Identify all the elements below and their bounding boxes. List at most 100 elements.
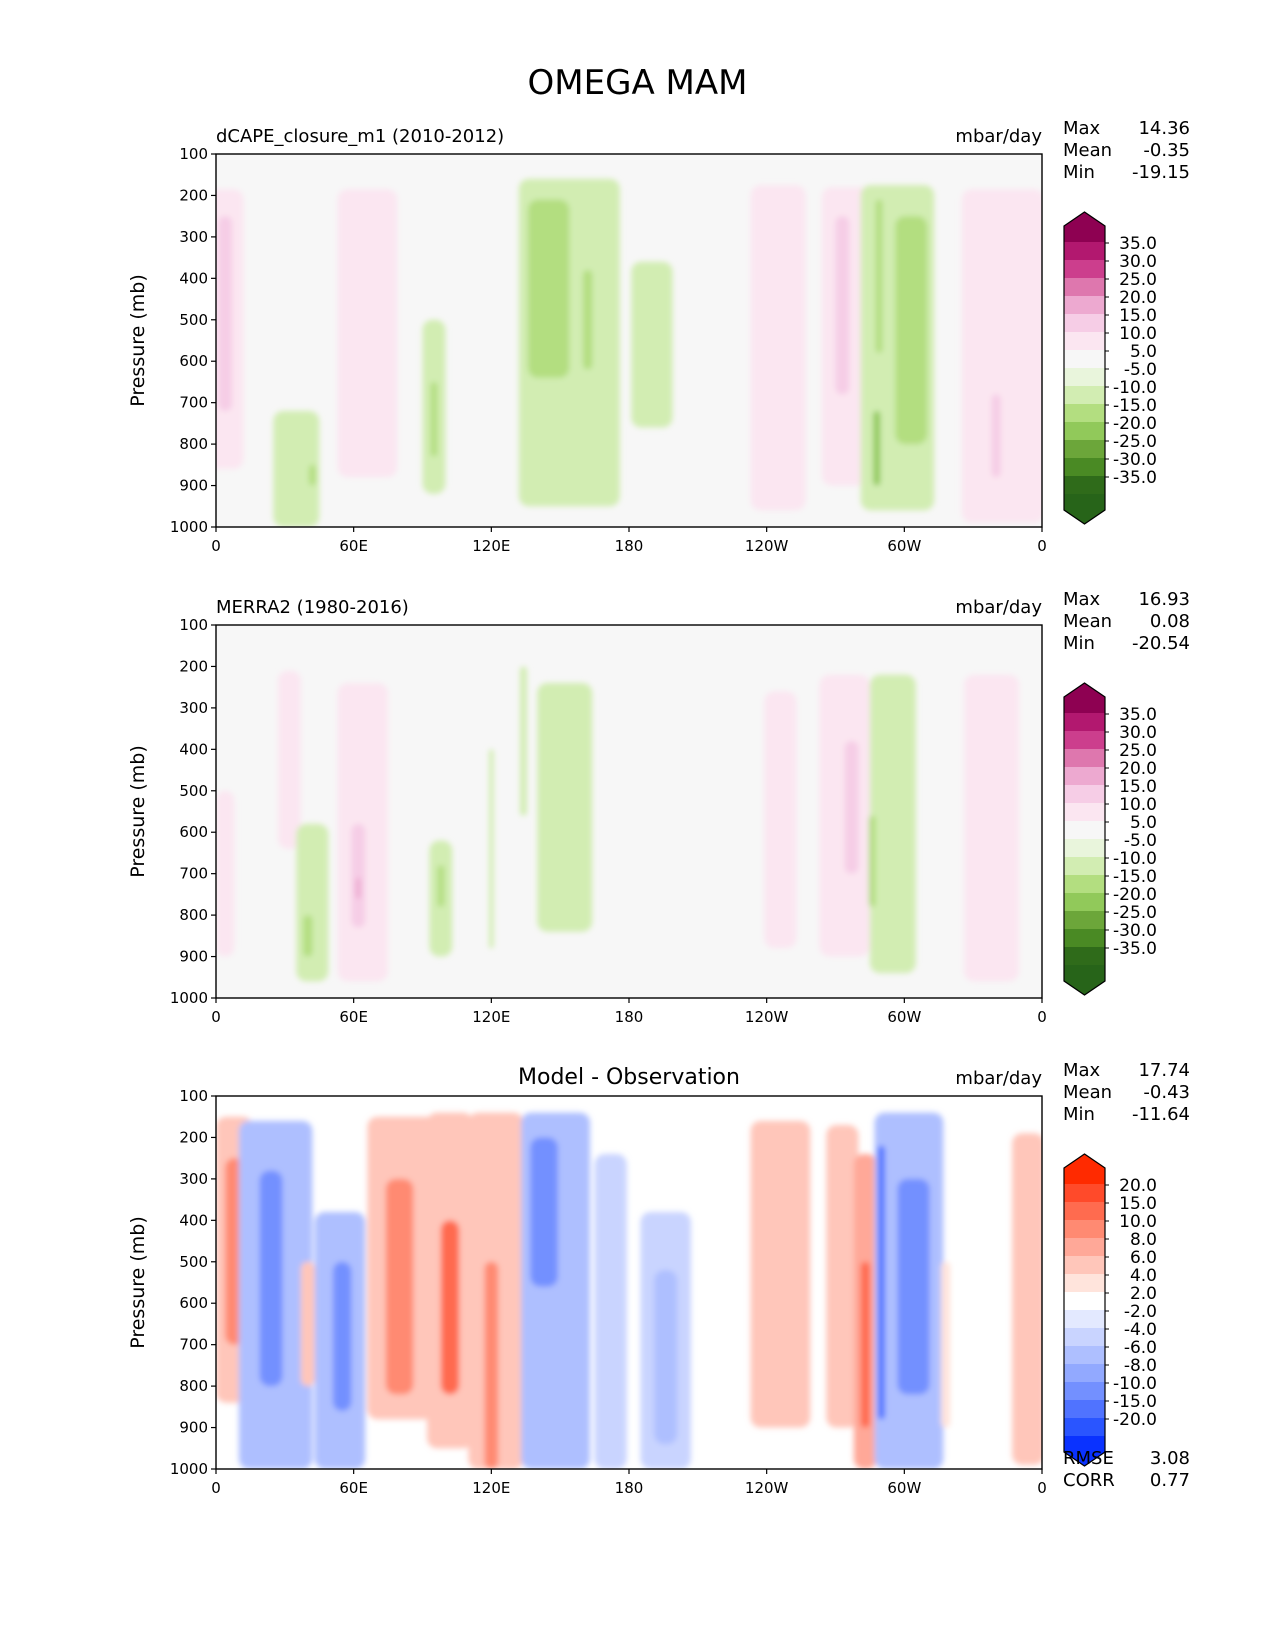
colorbar-tick-label: 10.0 (1119, 1212, 1157, 1232)
y-tick-label: 1000 (170, 989, 208, 1007)
colorbar-tick-label: 35.0 (1119, 234, 1157, 254)
colorbar-band (1064, 1400, 1105, 1419)
stat-min-value: -11.64 (1132, 1104, 1190, 1125)
contour-region (385, 1178, 414, 1395)
x-tick-label: 180 (615, 1008, 644, 1026)
colorbar-band (1064, 368, 1105, 387)
contour-region (333, 1261, 352, 1411)
x-tick-label: 0 (211, 1479, 221, 1497)
colorbar-extend-bottom (1064, 965, 1105, 995)
stat-min-value: -20.54 (1132, 633, 1190, 654)
contour-region (764, 691, 797, 949)
colorbar-band (1064, 767, 1105, 786)
contour-region (631, 261, 673, 428)
contour-region (300, 1261, 315, 1387)
x-tick-label: 120W (745, 537, 789, 555)
x-tick-label: 120W (745, 1008, 789, 1026)
contour-region (594, 1154, 627, 1469)
colorbar-band (1064, 1274, 1105, 1293)
colorbar-tick-label: 4.0 (1130, 1266, 1157, 1286)
y-axis-label: Pressure (mb) (127, 745, 149, 878)
colorbar-band (1064, 803, 1105, 822)
colorbar-tick-label: 20.0 (1119, 1176, 1157, 1196)
rmse-value: 3.08 (1150, 1448, 1190, 1469)
y-tick-label: 400 (179, 740, 208, 758)
colorbar-band (1064, 857, 1105, 876)
colorbar-band (1064, 314, 1105, 333)
panels: dCAPE_closure_m1 (2010-2012) mbar/day 100 2… (127, 118, 1190, 1497)
colorbar-tick-label: -35.0 (1113, 939, 1157, 959)
colorbar-tick-label: -10.0 (1113, 378, 1157, 398)
y-tick-label: 800 (179, 435, 208, 453)
stat-min-label: Min (1063, 162, 1095, 183)
stat-max-label: Max (1063, 1060, 1101, 1081)
x-tick-label: 60W (887, 1479, 921, 1497)
colorbar-band (1064, 1364, 1105, 1383)
colorbar: 20.015.010.08.06.04.02.0-2.0-4.0-6.0-8.0… (1063, 1153, 1157, 1467)
y-tick-label: 200 (179, 1128, 208, 1146)
contour-region (351, 823, 366, 928)
colorbar-tick-label: -15.0 (1113, 867, 1157, 887)
y-tick-label: 700 (179, 865, 208, 883)
colorbar-band (1064, 731, 1105, 750)
contour-region (844, 741, 859, 874)
contour-region (437, 865, 445, 907)
y-tick-label: 200 (179, 186, 208, 204)
y-tick-label: 600 (179, 352, 208, 370)
contour-region (835, 216, 850, 395)
panel-title: MERRA2 (1980-2016) (216, 597, 409, 618)
x-tick-label: 60E (339, 1008, 368, 1026)
colorbar-band (1064, 1238, 1105, 1257)
colorbar-tick-label: 25.0 (1119, 741, 1157, 761)
y-tick-label: 400 (179, 269, 208, 287)
colorbar-band (1064, 1418, 1105, 1437)
colorbar-band (1064, 1292, 1105, 1311)
panel-2: MERRA2 (1980-2016) mbar/day 100 200 300 400 50… (127, 589, 1190, 1026)
colorbar-band (1064, 260, 1105, 279)
contour-region (440, 1220, 460, 1395)
contour-region (963, 674, 1020, 982)
colorbar-tick-label: -15.0 (1113, 1392, 1157, 1412)
colorbar-tick-label: 20.0 (1119, 288, 1157, 308)
colorbar-band (1064, 1220, 1105, 1239)
contour-region (654, 1270, 678, 1445)
colorbar-band (1064, 839, 1105, 858)
contour-region (489, 749, 494, 949)
colorbar-tick-label: -20.0 (1113, 1410, 1157, 1430)
contour-region (877, 1145, 885, 1420)
colorbar-band (1064, 440, 1105, 459)
contour-region (218, 216, 233, 411)
y-tick-label: 900 (179, 477, 208, 495)
stat-min-label: Min (1063, 633, 1095, 654)
x-tick-label: 120E (472, 1479, 510, 1497)
y-tick-label: 100 (179, 145, 208, 163)
contour-region (1012, 1133, 1042, 1465)
contour-region (273, 410, 320, 527)
y-tick-label: 1000 (170, 518, 208, 536)
colorbar-extend-top (1064, 1154, 1105, 1184)
colorbar-band (1064, 242, 1105, 261)
stat-max-value: 16.93 (1138, 589, 1190, 610)
x-tick-label: 0 (1037, 1479, 1047, 1497)
colorbar-tick-label: -5.0 (1124, 831, 1157, 851)
colorbar-band (1064, 296, 1105, 315)
contour-field (216, 178, 1042, 527)
colorbar-tick-label: 2.0 (1130, 1284, 1157, 1304)
colorbar-tick-label: 15.0 (1119, 777, 1157, 797)
contour-region (277, 670, 301, 849)
contour-region (750, 185, 806, 511)
colorbar-tick-label: 5.0 (1130, 813, 1157, 833)
y-tick-label: 300 (179, 699, 208, 717)
stat-min-label: Min (1063, 1104, 1095, 1125)
y-tick-label: 400 (179, 1211, 208, 1229)
stat-mean-label: Mean (1063, 611, 1112, 632)
stat-max-label: Max (1063, 589, 1101, 610)
contour-region (430, 381, 438, 457)
contour-region (216, 790, 235, 957)
colorbar-tick-label: -20.0 (1113, 414, 1157, 434)
colorbar-tick-label: -20.0 (1113, 885, 1157, 905)
rmse-label: RMSE (1063, 1448, 1114, 1469)
colorbar-tick-label: -10.0 (1113, 1374, 1157, 1394)
colorbar-tick-label: -25.0 (1113, 903, 1157, 923)
contour-field (216, 1112, 1042, 1469)
